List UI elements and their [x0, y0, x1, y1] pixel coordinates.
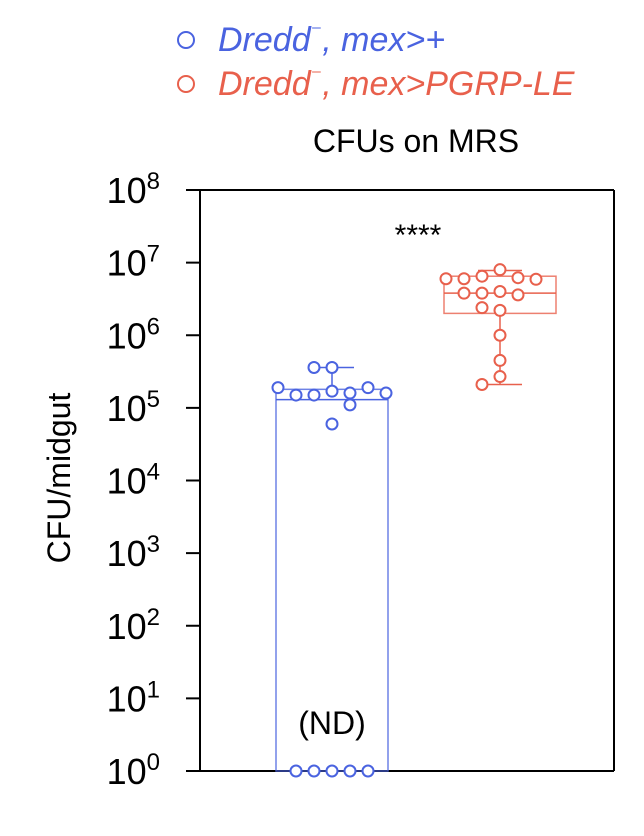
legend-marker-series-1 [177, 31, 195, 49]
data-point-series-1 [325, 764, 339, 778]
y-tick-label-4: 104 [107, 459, 160, 502]
data-point-series-2 [475, 377, 489, 391]
plot-frame [199, 189, 615, 772]
y-tick-label-6: 106 [107, 313, 160, 356]
data-point-series-1 [379, 386, 393, 400]
y-tick-label-1: 101 [107, 676, 160, 719]
legend-marker-series-2 [177, 75, 195, 93]
data-point-series-1 [307, 360, 321, 374]
y-tick-label-exponent: 2 [147, 604, 160, 631]
legend-label-series-1: Dredd⁻, mex>+ [218, 19, 445, 59]
data-point-series-1 [289, 764, 303, 778]
y-tick-label-base: 10 [107, 315, 147, 356]
y-tick-label-base: 10 [107, 751, 147, 792]
data-point-series-2 [475, 301, 489, 315]
data-point-series-1 [307, 388, 321, 402]
data-point-series-2 [493, 303, 507, 317]
data-point-series-2 [493, 353, 507, 367]
y-tick-label-8: 108 [107, 168, 160, 211]
data-point-series-1 [325, 417, 339, 431]
data-point-series-2 [493, 370, 507, 384]
significance-label: **** [395, 219, 442, 252]
y-tick-label-2: 102 [107, 604, 160, 647]
data-point-series-2 [493, 263, 507, 277]
data-point-series-1 [361, 381, 375, 395]
chart-title: CFUs on MRS [313, 123, 519, 159]
data-point-series-1 [343, 764, 357, 778]
y-tick-label-base: 10 [107, 243, 147, 284]
y-tick-label-exponent: 3 [147, 531, 160, 558]
y-tick-label-exponent: 6 [147, 313, 160, 340]
y-tick-label-7: 107 [107, 241, 160, 284]
y-tick-label-exponent: 5 [147, 386, 160, 413]
legend-label-series-2-rest: , mex>PGRP-LE [322, 65, 575, 103]
y-tick-label-base: 10 [107, 533, 147, 574]
y-tick-label-exponent: 0 [147, 749, 160, 776]
y-tick-label-exponent: 4 [147, 459, 160, 486]
y-tick-label-exponent: 8 [147, 168, 160, 195]
data-point-series-2 [493, 285, 507, 299]
box-plots [275, 269, 557, 772]
data-point-series-1 [289, 388, 303, 402]
y-tick-label-base: 10 [107, 606, 147, 647]
data-point-series-1 [307, 764, 321, 778]
data-point-series-2 [529, 272, 543, 286]
legend-label-series-1-rest: , mex>+ [322, 21, 445, 59]
y-tick-label-base: 10 [107, 461, 147, 502]
data-point-series-1 [325, 384, 339, 398]
data-point-series-2 [457, 272, 471, 286]
y-tick-label-3: 103 [107, 531, 160, 574]
data-point-series-2 [493, 328, 507, 342]
legend-label-series-1-sup: ⁻ [311, 19, 323, 44]
y-tick-label-5: 105 [107, 386, 160, 429]
legend-label-series-2: Dredd⁻, mex>PGRP-LE [218, 63, 575, 103]
legend-label-series-1-base: Dredd [218, 21, 312, 59]
y-tick-label-exponent: 7 [147, 241, 160, 268]
data-point-series-2 [511, 271, 525, 285]
data-point-series-2 [439, 272, 453, 286]
legend: Dredd⁻, mex>+ Dredd⁻, mex>PGRP-LE [177, 19, 575, 103]
y-tick-label-base: 10 [107, 170, 147, 211]
data-point-series-1 [325, 360, 339, 374]
y-axis-label: CFU/midgut [41, 393, 77, 564]
data-points [271, 263, 543, 778]
nd-annotation: (ND) [298, 705, 366, 741]
data-point-series-1 [271, 381, 285, 395]
data-point-series-1 [343, 386, 357, 400]
legend-label-series-2-sup: ⁻ [311, 63, 323, 88]
y-tick-label-base: 10 [107, 388, 147, 429]
y-tick-label-exponent: 1 [147, 676, 160, 703]
data-point-series-2 [475, 286, 489, 300]
data-point-series-1 [361, 764, 375, 778]
data-point-series-1 [343, 398, 357, 412]
data-point-series-2 [511, 288, 525, 302]
legend-label-series-2-base: Dredd [218, 65, 312, 103]
data-point-series-2 [475, 269, 489, 283]
data-point-series-2 [457, 286, 471, 300]
y-tick-label-base: 10 [107, 678, 147, 719]
y-tick-label-0: 100 [107, 749, 160, 792]
